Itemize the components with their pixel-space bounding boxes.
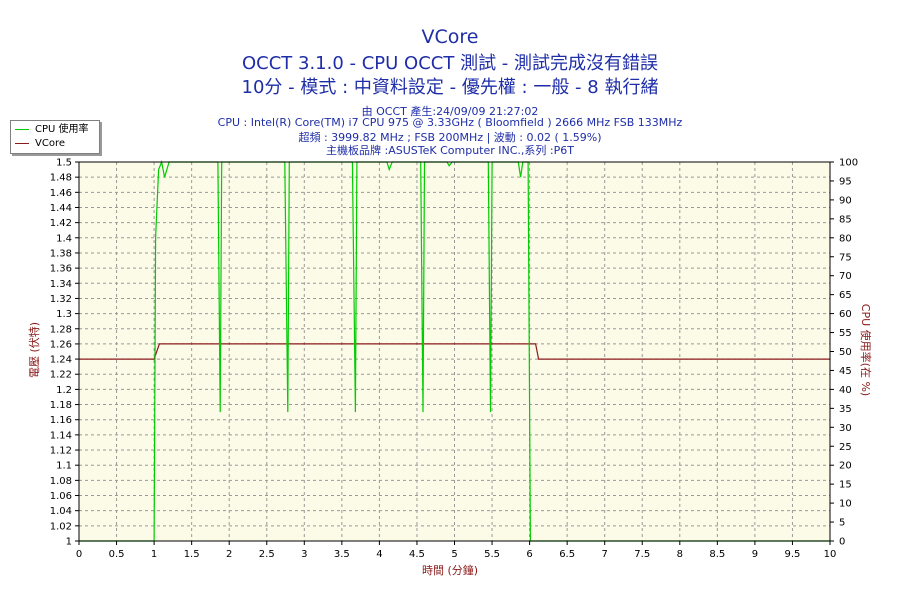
y-tick-label: 1.1 — [56, 461, 72, 472]
plot-area — [79, 162, 830, 541]
y-tick-label: 1.22 — [50, 370, 72, 381]
y-tick-label: 1.4 — [56, 233, 72, 244]
x-tick-label: 1.5 — [184, 549, 200, 560]
y-tick-label: 1.12 — [50, 446, 72, 457]
x-axis-label: 時間 (分鐘) — [421, 564, 479, 577]
y-tick-label: 1.14 — [50, 430, 72, 441]
y-tick-label: 1.2 — [56, 385, 72, 396]
y-tick-label: 1.36 — [50, 264, 72, 275]
x-tick-label: 2 — [226, 549, 232, 560]
y-tick-label: 1.24 — [50, 355, 72, 366]
y2-tick-label: 10 — [839, 499, 852, 510]
x-tick-label: 7.5 — [634, 549, 650, 560]
y2-tick-label: 85 — [839, 214, 852, 225]
y-tick-label: 1 — [66, 537, 72, 548]
legend-swatch-cpu-usage — [15, 128, 29, 130]
y2-tick-label: 60 — [839, 309, 852, 320]
x-tick-label: 8 — [677, 549, 683, 560]
y-tick-label: 1.18 — [50, 400, 72, 411]
chart-subtitle-test: OCCT 3.1.0 - CPU OCCT 測試 - 測試完成沒有錯誤 — [241, 53, 659, 74]
y-tick-label: 1.32 — [50, 294, 72, 305]
x-tick-label: 4 — [376, 549, 382, 560]
x-tick-label: 9 — [752, 549, 758, 560]
y2-tick-label: 95 — [839, 176, 852, 187]
x-tick-label: 3 — [301, 549, 307, 560]
x-tick-label: 6.5 — [559, 549, 575, 560]
legend-item-vcore: VCore — [15, 137, 65, 151]
legend-label-vcore: VCore — [35, 138, 65, 149]
y2-tick-label: 65 — [839, 290, 852, 301]
y2-tick-label: 100 — [839, 158, 858, 169]
legend-swatch-vcore — [15, 142, 29, 144]
x-tick-label: 7 — [602, 549, 608, 560]
y2-tick-label: 50 — [839, 347, 852, 358]
y-axis-label: 電壓 (伏特) — [28, 321, 41, 379]
y2-tick-label: 0 — [839, 537, 845, 548]
x-tick-label: 6 — [526, 549, 532, 560]
motherboard-info: 主機板品牌 :ASUSTeK Computer INC.,系列 :P6T — [326, 144, 574, 157]
y2-tick-label: 30 — [839, 423, 852, 434]
y2-tick-label: 75 — [839, 252, 852, 263]
y2-tick-label: 15 — [839, 480, 852, 491]
y-tick-label: 1.42 — [50, 218, 72, 229]
x-tick-label: 5 — [451, 549, 457, 560]
y-tick-label: 1.48 — [50, 173, 72, 184]
y-tick-label: 1.46 — [50, 188, 72, 199]
y2-tick-label: 70 — [839, 271, 852, 282]
y-tick-label: 1.28 — [50, 324, 72, 335]
plot-frame — [78, 161, 831, 542]
y-tick-label: 1.08 — [50, 476, 72, 487]
legend-label-cpu-usage: CPU 使用率 — [35, 124, 89, 135]
y2-tick-label: 90 — [839, 195, 852, 206]
cpu-info: CPU : Intel(R) Core(TM) i7 CPU 975 @ 3.3… — [217, 116, 683, 129]
y-tick-label: 1.04 — [50, 506, 72, 517]
chart-legend: CPU 使用率 VCore — [10, 120, 100, 154]
y2-tick-label: 35 — [839, 404, 852, 415]
y-tick-label: 1.26 — [50, 339, 72, 350]
y2-tick-label: 5 — [839, 518, 845, 529]
x-tick-label: 9.5 — [784, 549, 800, 560]
legend-item-cpu-usage: CPU 使用率 — [15, 123, 89, 137]
y2-tick-label: 55 — [839, 328, 852, 339]
generated-info: 由 OCCT 產生:24/09/09 21:27:02 — [361, 105, 539, 118]
y-tick-label: 1.16 — [50, 415, 72, 426]
x-tick-label: 10 — [824, 549, 837, 560]
y-tick-label: 1.38 — [50, 248, 72, 259]
y2-tick-label: 45 — [839, 366, 852, 377]
x-tick-label: 3.5 — [334, 549, 350, 560]
x-tick-label: 1 — [151, 549, 157, 560]
x-tick-label: 5.5 — [484, 549, 500, 560]
x-tick-label: 8.5 — [709, 549, 725, 560]
x-tick-label: 2.5 — [259, 549, 275, 560]
x-tick-label: 0.5 — [109, 549, 125, 560]
chart-subtitle-mode: 10分 - 模式 : 中資料設定 - 優先權 : 一般 - 8 執行緒 — [241, 77, 659, 98]
y-tick-label: 1.5 — [56, 158, 72, 169]
y-tick-label: 1.06 — [50, 491, 72, 502]
y2-tick-label: 25 — [839, 442, 852, 453]
y-tick-label: 1.3 — [56, 309, 72, 320]
y2-tick-label: 20 — [839, 461, 852, 472]
y-tick-label: 1.02 — [50, 521, 72, 532]
y-tick-label: 1.44 — [50, 203, 72, 214]
y2-tick-label: 80 — [839, 233, 852, 244]
y-tick-label: 1.34 — [50, 279, 72, 290]
x-tick-label: 4.5 — [409, 549, 425, 560]
overclock-info: 超頻 : 3999.82 MHz ; FSB 200MHz | 波動 : 0.0… — [298, 131, 602, 144]
x-tick-label: 0 — [76, 549, 82, 560]
y2-axis-label: CPU 使用率(在 %) — [859, 303, 872, 397]
y2-tick-label: 40 — [839, 385, 852, 396]
chart-title: VCore — [421, 26, 479, 48]
